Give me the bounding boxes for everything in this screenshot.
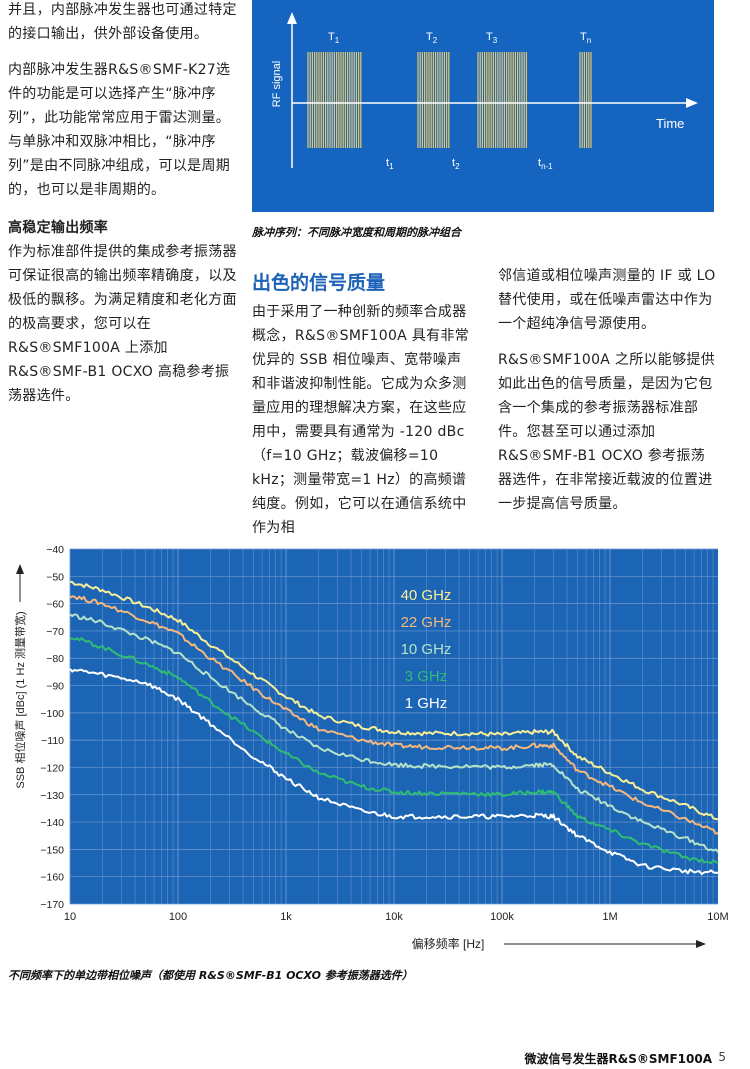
footer-title: 微波信号发生器R&S®SMF100A: [524, 1052, 712, 1066]
phase-noise-chart: −40 −50 −60 −70 −80 −90 −100 −110 −120 −130 −140 −1…: [13, 544, 729, 951]
series-line-40-ghz: [69, 580, 719, 821]
legend-entry: 1 GHz: [405, 695, 448, 712]
y-tick-label: −130: [40, 790, 64, 802]
x-tick-label: 10: [64, 911, 76, 923]
y-tick-label: −150: [40, 844, 64, 856]
signal-quality-paragraph: 由于采用了一种创新的频率合成器概念，R&S®SMF100A 具有非常优异的 SS…: [252, 304, 469, 536]
right-column: 邻信道或相位噪声测量的 IF 或 LO 替代使用，或在低噪声雷达中作为一个超纯净…: [498, 264, 718, 528]
series-line-22-ghz: [69, 595, 719, 835]
y-tick-label: −40: [46, 544, 64, 556]
period-label-t1: t1: [386, 157, 394, 171]
legend-entry: 22 GHz: [401, 614, 452, 631]
y-tick-label: −170: [40, 899, 64, 911]
y-tick-label: −70: [46, 626, 64, 638]
y-tick-labels: −40 −50 −60 −70 −80 −90 −100 −110 −120 −130 −140 −1…: [40, 544, 64, 911]
pulse-label-tn: Tn: [580, 31, 591, 45]
pulse-burst-4: [579, 52, 592, 148]
x-tick-label: 1k: [280, 911, 292, 923]
chart-legend: 40 GHz 22 GHz 10 GHz 3 GHz 1 GHz: [401, 587, 452, 712]
x-tick-label: 10k: [385, 911, 403, 923]
x-tick-label: 1M: [602, 911, 617, 923]
x-axis-title: 偏移频率 [Hz]: [412, 936, 485, 951]
y-tick-label: −50: [46, 571, 64, 583]
intro-paragraph: 并且，内部脉冲发生器也可通过特定的接口输出，供外部设备使用。: [8, 2, 237, 42]
reference-oscillator-paragraph: R&S®SMF100A 之所以能够提供如此出色的信号质量，是因为它包含一个集成的…: [498, 352, 715, 512]
y-tick-label: −160: [40, 872, 64, 884]
pulse-figure-background: [252, 0, 714, 212]
pulse-label-t1: T1: [328, 31, 340, 45]
pulse-burst-3: [477, 52, 527, 148]
x-tick-labels: 10 100 1k 10k 100k 1M 10M: [64, 911, 729, 923]
middle-column: 由于采用了一种创新的频率合成器概念，R&S®SMF100A 具有非常优异的 SS…: [252, 300, 474, 552]
pulse-figure-caption: 脉冲序列：不同脉冲宽度和周期的脉冲组合: [252, 226, 461, 239]
chart-grid: [69, 548, 718, 905]
y-tick-label: −60: [46, 599, 64, 611]
period-label-t2: t2: [452, 157, 460, 171]
x-tick-label: 10M: [707, 911, 728, 923]
adjacent-channel-paragraph: 邻信道或相位噪声测量的 IF 或 LO 替代使用，或在低噪声雷达中作为一个超纯净…: [498, 268, 716, 332]
series-line-10-ghz: [69, 613, 719, 853]
series-line-1-ghz: [69, 668, 719, 876]
y-tick-label: −90: [46, 681, 64, 693]
y-tick-label: −80: [46, 653, 64, 665]
y-tick-label: −100: [40, 708, 64, 720]
x-tick-label: 100k: [490, 911, 514, 923]
y-tick-label: −140: [40, 817, 64, 829]
time-label: Time: [656, 116, 684, 131]
pulse-label-t3: T3: [486, 31, 498, 45]
pulse-sequence-figure: RF signal Time T1 T2 T3 Tn t1 t2 tn-1: [252, 0, 714, 212]
signal-quality-heading: 出色的信号质量: [252, 272, 386, 294]
x-axis-direction-arrow-icon: [696, 940, 706, 948]
y-axis-direction-arrow-icon: [16, 564, 24, 574]
y-axis-arrow-icon: [287, 12, 297, 24]
x-tick-label: 100: [169, 911, 187, 923]
y-tick-label: −120: [40, 762, 64, 774]
legend-entry: 3 GHz: [405, 668, 448, 685]
k27-paragraph: 内部脉冲发生器R&S®SMF-K27选件的功能是可以选择产生“脉冲序列”，此功能…: [8, 62, 231, 198]
stability-paragraph: 作为标准部件提供的集成参考振荡器可保证很高的输出频率精确度，以及极低的飘移。为满…: [8, 244, 237, 404]
x-axis-arrow-icon: [686, 98, 698, 108]
chart-caption: 不同频率下的单边带相位噪声（都使用 R&S®SMF-B1 OCXO 参考振荡器选…: [8, 969, 413, 982]
y-tick-label: −110: [41, 735, 64, 747]
y-axis-title: SSB 相位噪声 [dBc] (1 Hz 测量带宽): [13, 611, 27, 788]
pulse-label-t2: T2: [426, 31, 438, 45]
left-column: 并且，内部脉冲发生器也可通过特定的接口输出，供外部设备使用。 内部脉冲发生器R&…: [8, 0, 240, 420]
stability-heading: 高稳定输出频率: [8, 220, 109, 236]
legend-entry: 40 GHz: [401, 587, 452, 604]
legend-entry: 10 GHz: [401, 641, 452, 658]
series-line-3-ghz: [69, 637, 719, 865]
rf-signal-label: RF signal: [271, 61, 283, 107]
page-number: 5: [718, 1050, 726, 1064]
pulse-burst-2: [417, 52, 450, 148]
pulse-bursts: [307, 52, 592, 148]
chart-series: [69, 580, 719, 876]
pulse-burst-1: [307, 52, 362, 148]
